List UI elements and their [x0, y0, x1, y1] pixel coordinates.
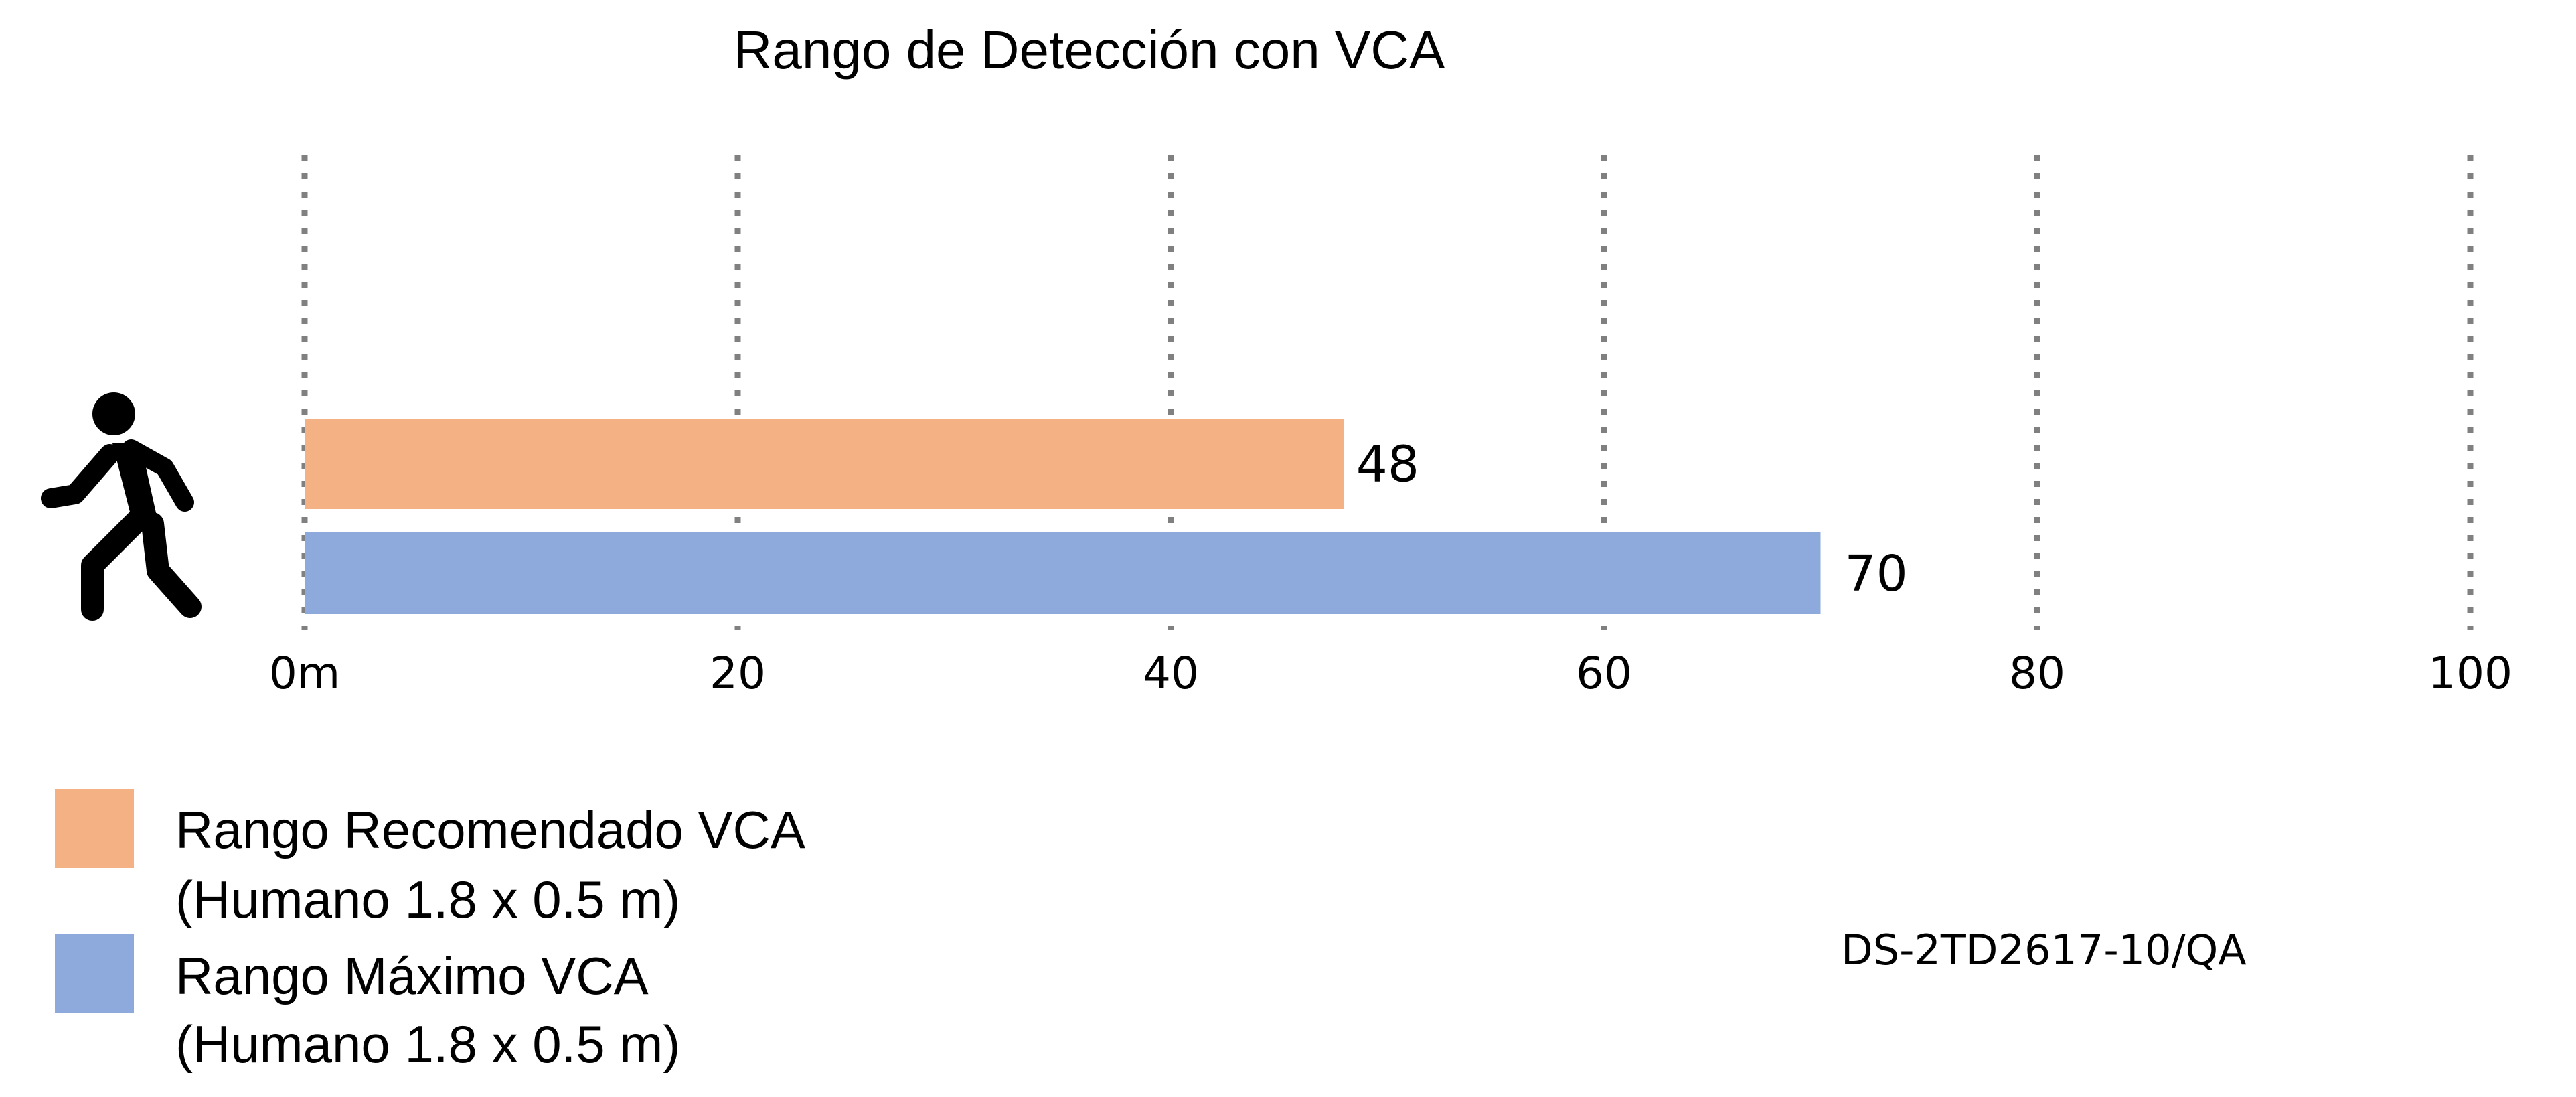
x-axis-tick-labels: 0m 20 40 60 80 100 — [269, 648, 2512, 699]
legend-label-recommended: Rango Recomendado VCA — [175, 800, 805, 859]
bar-0 — [305, 419, 1344, 509]
legend-sublabel-recommended: (Humano 1.8 x 0.5 m) — [175, 870, 680, 929]
x-tick-label-80: 80 — [2009, 648, 2065, 699]
bar-value-label-0: 48 — [1356, 436, 1419, 494]
x-tick-label-60: 60 — [1576, 648, 1632, 699]
grid-lines — [301, 155, 2474, 630]
x-tick-label-0: 0m — [269, 648, 340, 699]
legend: Rango Recomendado VCA (Humano 1.8 x 0.5 … — [55, 789, 805, 1074]
x-tick-label-20: 20 — [710, 648, 766, 699]
value-labels: 48 70 — [1356, 436, 1908, 603]
legend-swatch-maximum — [55, 934, 134, 1013]
bar-1 — [305, 532, 1821, 614]
legend-swatch-recommended — [55, 789, 134, 868]
bar-value-label-1: 70 — [1845, 545, 1908, 603]
legend-sublabel-maximum: (Humano 1.8 x 0.5 m) — [175, 1015, 680, 1074]
walking-person-icon — [41, 392, 202, 621]
legend-label-maximum: Rango Máximo VCA — [175, 946, 649, 1005]
bars — [305, 419, 1821, 614]
x-tick-label-100: 100 — [2428, 648, 2512, 699]
model-label: DS-2TD2617-10/QA — [1841, 926, 2247, 974]
x-tick-label-40: 40 — [1143, 648, 1199, 699]
chart-title: Rango de Detección con VCA — [734, 20, 1445, 80]
